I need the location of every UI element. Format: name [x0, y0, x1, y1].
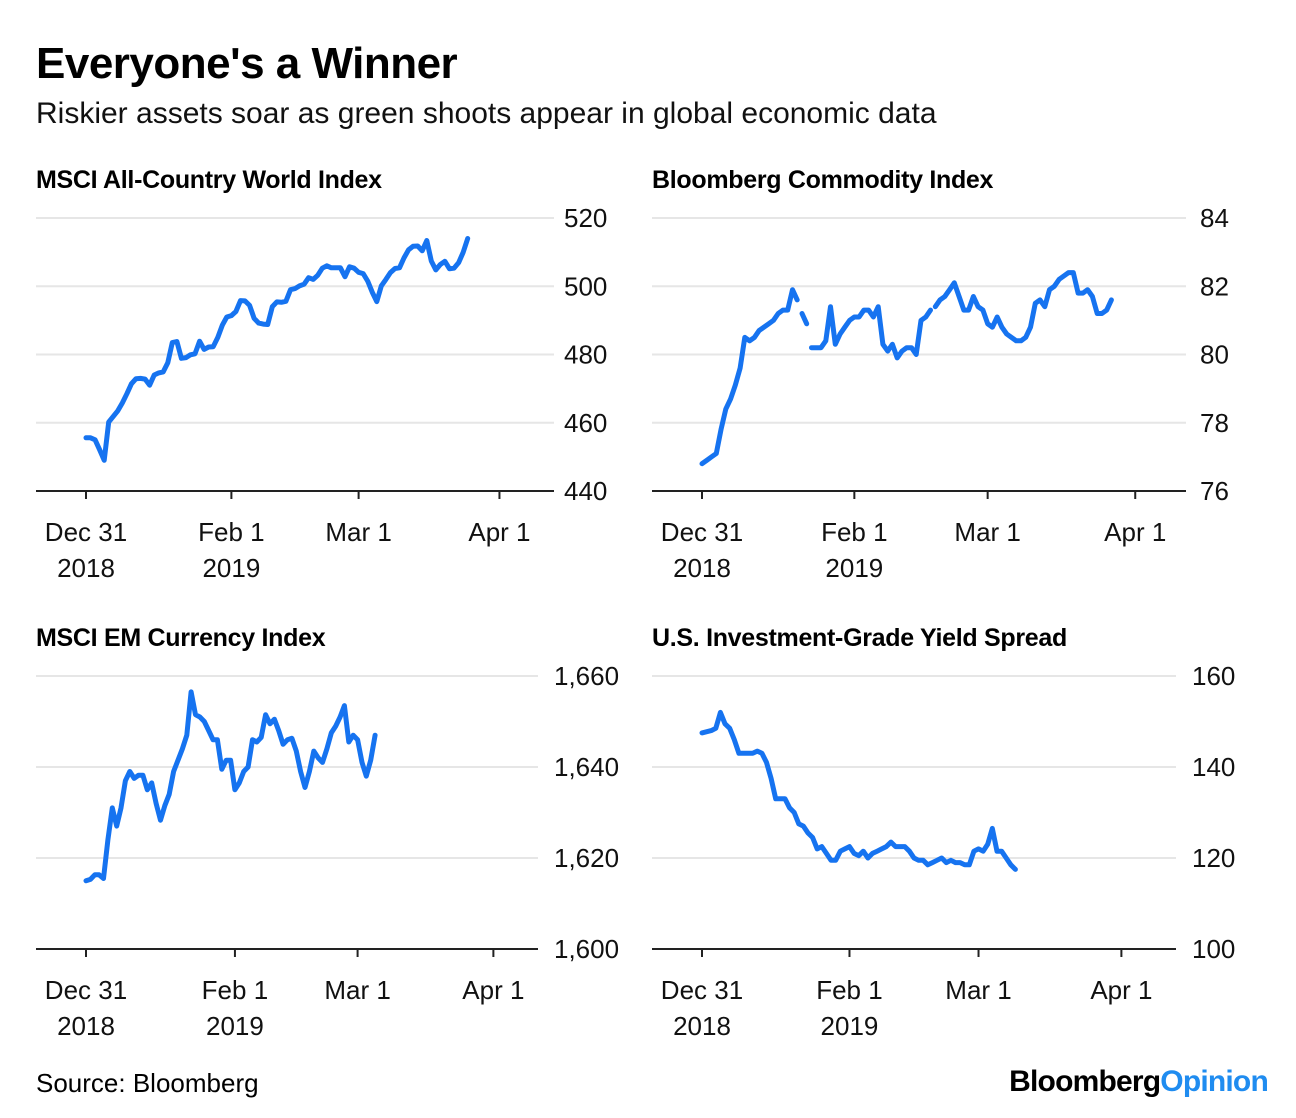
x-tick-label: 2019	[202, 553, 260, 583]
x-tick-label: Apr 1	[1104, 517, 1166, 547]
x-tick-label: 2018	[673, 1011, 731, 1041]
y-tick-label: 1,620	[554, 843, 619, 873]
brand-logo-opinion: Opinion	[1160, 1065, 1269, 1098]
chart-title: Bloomberg Commodity Index	[652, 166, 994, 194]
panel-us-ig-spread: U.S. Investment-Grade Yield Spread 100 12…	[652, 624, 1252, 1044]
y-tick-label: 140	[1192, 752, 1235, 782]
x-tick-label: Mar 1	[954, 517, 1020, 547]
x-tick-label: Mar 1	[945, 975, 1011, 1005]
series-line	[83, 689, 378, 884]
x-tick-label: Apr 1	[462, 975, 524, 1005]
chart-title: MSCI EM Currency Index	[36, 624, 326, 652]
x-tick-label: Feb 1	[202, 975, 269, 1005]
series-line	[932, 270, 1114, 344]
x-tick-label: Feb 1	[816, 975, 883, 1005]
chart-bbg-commodity: 76 78 80 82 84 Dec 31 2018 Feb 1 2019 Mar 1 Apr 1	[652, 203, 1229, 583]
x-tick-label: Dec 31	[45, 517, 127, 547]
y-tick-label: 1,640	[554, 752, 619, 782]
source-note: Source: Bloomberg	[36, 1068, 259, 1098]
chart-title: U.S. Investment-Grade Yield Spread	[652, 624, 1067, 652]
y-tick-label: 460	[564, 408, 607, 438]
x-tick-label: 2018	[57, 1011, 115, 1041]
x-tick-label: Dec 31	[661, 517, 743, 547]
x-tick-label: Mar 1	[324, 975, 390, 1005]
series-line	[699, 709, 1018, 872]
y-tick-label: 1,660	[554, 661, 619, 691]
panel-bbg-commodity: Bloomberg Commodity Index 76 78 80 82 84 Dec …	[652, 166, 1252, 586]
y-tick-label: 78	[1200, 408, 1229, 438]
x-tick-label: 2019	[825, 553, 883, 583]
x-tick-label: Dec 31	[45, 975, 127, 1005]
panel-msci-world: MSCI All-Country World Index 440 460 480 50…	[36, 166, 616, 586]
y-tick-label: 84	[1200, 203, 1229, 233]
panel-msci-em-currency: MSCI EM Currency Index 1,600 1,620 1,640 1,…	[36, 624, 619, 1044]
y-tick-label: 440	[564, 476, 607, 506]
y-tick-label: 520	[564, 203, 607, 233]
y-tick-label: 80	[1200, 340, 1229, 370]
y-tick-label: 480	[564, 340, 607, 370]
y-tick-label: 120	[1192, 843, 1235, 873]
x-tick-label: Apr 1	[468, 517, 530, 547]
x-tick-label: Apr 1	[1090, 975, 1152, 1005]
y-tick-label: 76	[1200, 476, 1229, 506]
x-tick-label: 2019	[206, 1011, 264, 1041]
y-tick-label: 82	[1200, 271, 1229, 301]
brand-logo: BloombergOpinion	[1009, 1065, 1269, 1099]
x-tick-label: Feb 1	[198, 517, 265, 547]
y-tick-label: 1,600	[554, 934, 619, 964]
x-tick-label: 2018	[673, 553, 731, 583]
series-line	[699, 287, 800, 467]
x-tick-label: 2019	[821, 1011, 879, 1041]
chart-msci-em-currency: 1,600 1,620 1,640 1,660 Dec 31 2018 Feb 1 2019 M…	[36, 661, 619, 1041]
series-line	[799, 311, 810, 327]
x-tick-label: Feb 1	[821, 517, 888, 547]
brand-logo-bloomberg: Bloomberg	[1009, 1065, 1161, 1098]
y-tick-label: 500	[564, 271, 607, 301]
chart-msci-world: 440 460 480 500 520 Dec 31 2018 Feb 1 2019 Mar 1 A…	[36, 203, 607, 583]
series-line	[809, 304, 933, 361]
series-line	[83, 236, 471, 463]
chart-title: MSCI All-Country World Index	[36, 166, 382, 194]
page-title: Everyone's a Winner	[36, 39, 458, 88]
x-tick-label: Mar 1	[325, 517, 391, 547]
x-tick-label: Dec 31	[661, 975, 743, 1005]
page-subtitle: Riskier assets soar as green shoots appe…	[36, 97, 937, 130]
y-tick-label: 160	[1192, 661, 1235, 691]
chart-us-ig-spread: 100 120 140 160 Dec 31 2018 Feb 1 2019 Mar 1 Apr …	[652, 661, 1235, 1041]
y-tick-label: 100	[1192, 934, 1235, 964]
x-tick-label: 2018	[57, 553, 115, 583]
